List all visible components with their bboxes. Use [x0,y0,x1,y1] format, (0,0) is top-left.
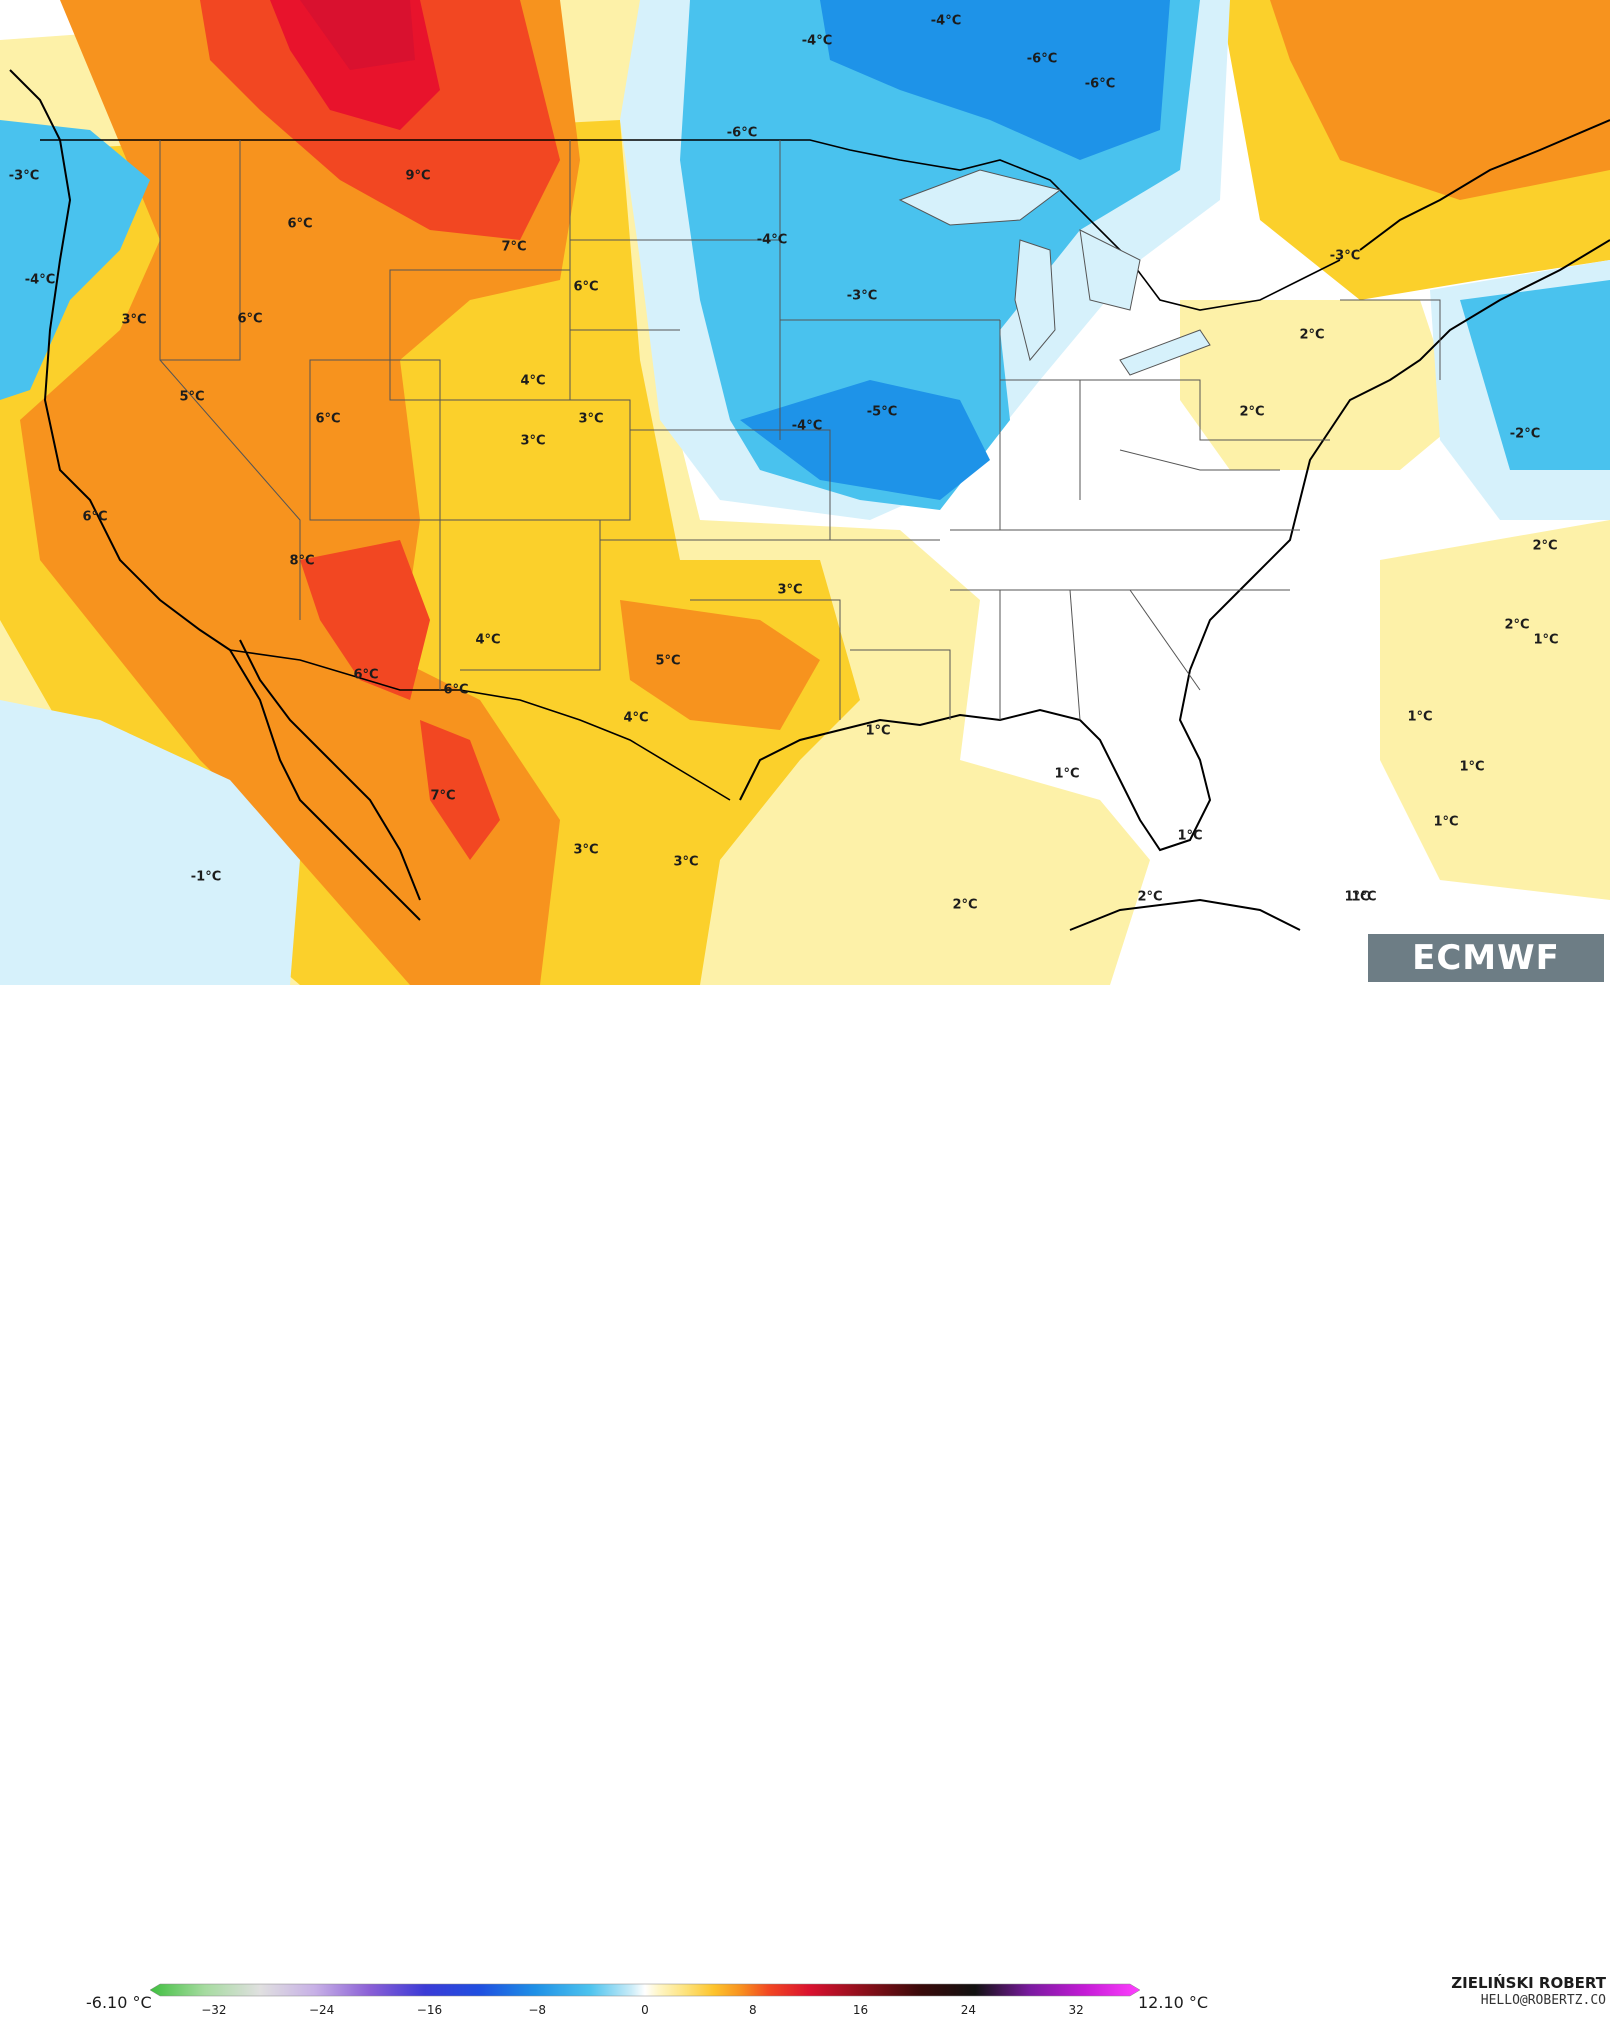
colorbar-tick-label: 16 [852,2003,869,2017]
orange-northeast [1270,0,1610,200]
lake-michigan [1014,239,1056,362]
colorbar-tick-label: −8 [528,2003,547,2017]
lake-superior [898,169,1062,226]
cyan-pacific [0,120,150,400]
us-mexico-border [229,649,731,801]
blue-upper-midwest [820,0,1170,160]
cyan-atlantic [1460,280,1610,470]
ecmwf-logo-text: ECMWF [1412,938,1560,978]
crimson-north [300,0,415,70]
cuba [1069,898,1301,931]
state-borders [159,140,1441,721]
blue-central-plains [740,380,990,500]
baja-peninsula [239,639,421,901]
atlantic-coast [1189,239,1610,671]
colorbar [150,1983,1140,1997]
west-coast [9,69,421,921]
colorbar-tick-label: 8 [748,2003,757,2017]
red-mexico [420,720,500,860]
pale-atlantic [1380,520,1610,900]
lake-erie [1119,329,1211,376]
lake-huron [1079,229,1141,311]
us-canada-border [40,139,1341,311]
colorbar-max-value: 12.10 °C [1138,1993,1209,2012]
colorbar-tick-label: 0 [641,2003,649,2017]
colorbar-tick-label: 32 [1068,2003,1084,2017]
ecmwf-logo: ECMWF [1368,934,1604,982]
colorbar-gradient [150,1983,1140,1997]
author-email: HELLO@ROBERTZ.CO [1480,1993,1606,2008]
pale-pacific [0,700,300,985]
footer: -6.10 °C 12.10 °C −32 −24 −16 −8 0 8 16 24 32 ZI… [0,985,1610,2017]
pale-east [1180,300,1460,470]
red-southwest [300,540,430,700]
colorbar-tick-label: 24 [960,2003,976,2017]
great-lakes [898,169,1211,376]
national-borders [40,139,1341,801]
orange-plains [620,600,820,730]
colorbar-tick-label: −32 [201,2003,227,2017]
temperature-anomaly-map[interactable]: 9°C 7°C 6°C 6°C 6°C 3°C 5°C 6°C 4°C 3°C 3°C 6°C 8°C 4… [0,0,1610,985]
colorbar-tick-label: −16 [416,2003,443,2017]
cold-anomaly-fields [0,0,1610,985]
canada-east-coast [1359,119,1610,251]
pale-gulf [940,860,1060,940]
colorbar-min-value: -6.10 °C [86,1993,152,2012]
map-canvas [0,0,1610,985]
author-credit: ZIELIŃSKI ROBERT [1451,1974,1606,1992]
colorbar-tick-label: −24 [308,2003,335,2017]
